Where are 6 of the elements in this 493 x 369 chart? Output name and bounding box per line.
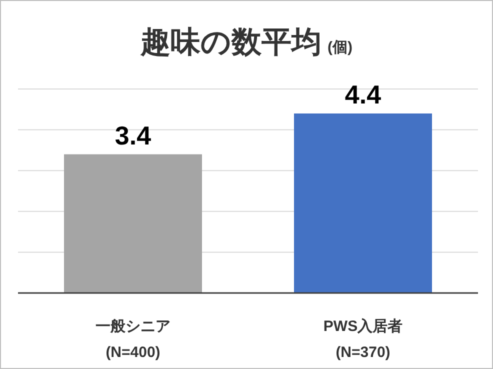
chart-title: 趣味の数平均 — [140, 26, 322, 59]
chart-subtitle: (個) — [328, 39, 352, 56]
data-label: 3.4 — [114, 120, 152, 150]
x-tick-label: PWS入居者 (N=370) — [323, 318, 403, 361]
x-tick-label: 一般シニア (N=400) — [96, 318, 170, 361]
data-label: 4.4 — [344, 79, 382, 110]
